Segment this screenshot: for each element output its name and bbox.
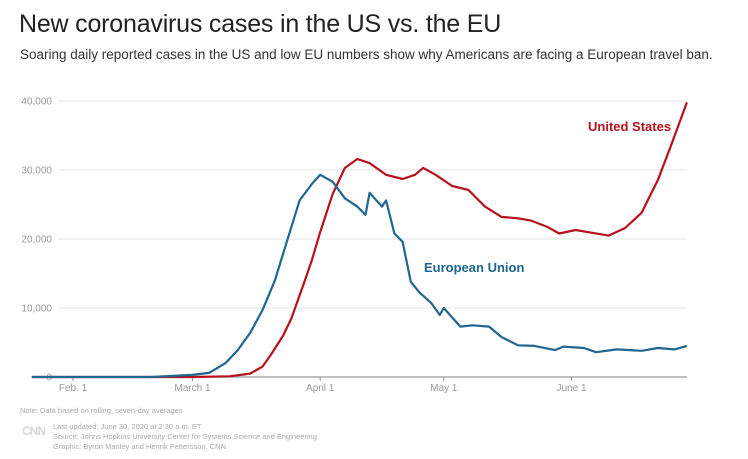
y-tick-label: 40,000 bbox=[21, 97, 52, 108]
y-tick-label: 30,000 bbox=[21, 166, 52, 177]
x-tick-label: June 1 bbox=[557, 383, 587, 394]
x-tick-label: Feb. 1 bbox=[59, 383, 88, 394]
graphic-credit: Graphic: Byron Manley and Henrik Petters… bbox=[53, 442, 226, 451]
source-credit: Source: Johns Hopkins University Center … bbox=[53, 432, 317, 441]
footnote: Note: Data based on rolling, seven-day a… bbox=[20, 406, 183, 415]
chart-subtitle: Soaring daily reported cases in the US a… bbox=[20, 47, 713, 62]
cnn-logo: CNN bbox=[22, 424, 46, 438]
series-label-us: United States bbox=[588, 119, 671, 134]
series-line-eu bbox=[31, 173, 688, 379]
last-updated: Last updated: June 30, 2020 at 2:30 a.m.… bbox=[53, 422, 202, 431]
y-tick-label: 20,000 bbox=[21, 235, 52, 246]
chart-title: New coronavirus cases in the US vs. the … bbox=[19, 10, 502, 38]
x-tick-label: March 1 bbox=[174, 383, 211, 394]
x-tick-label: May 1 bbox=[430, 383, 458, 394]
y-tick-label: 10,000 bbox=[21, 304, 52, 315]
x-tick-label: April 1 bbox=[306, 383, 335, 394]
series-label-eu: European Union bbox=[424, 260, 524, 275]
series-line-us bbox=[31, 102, 688, 379]
